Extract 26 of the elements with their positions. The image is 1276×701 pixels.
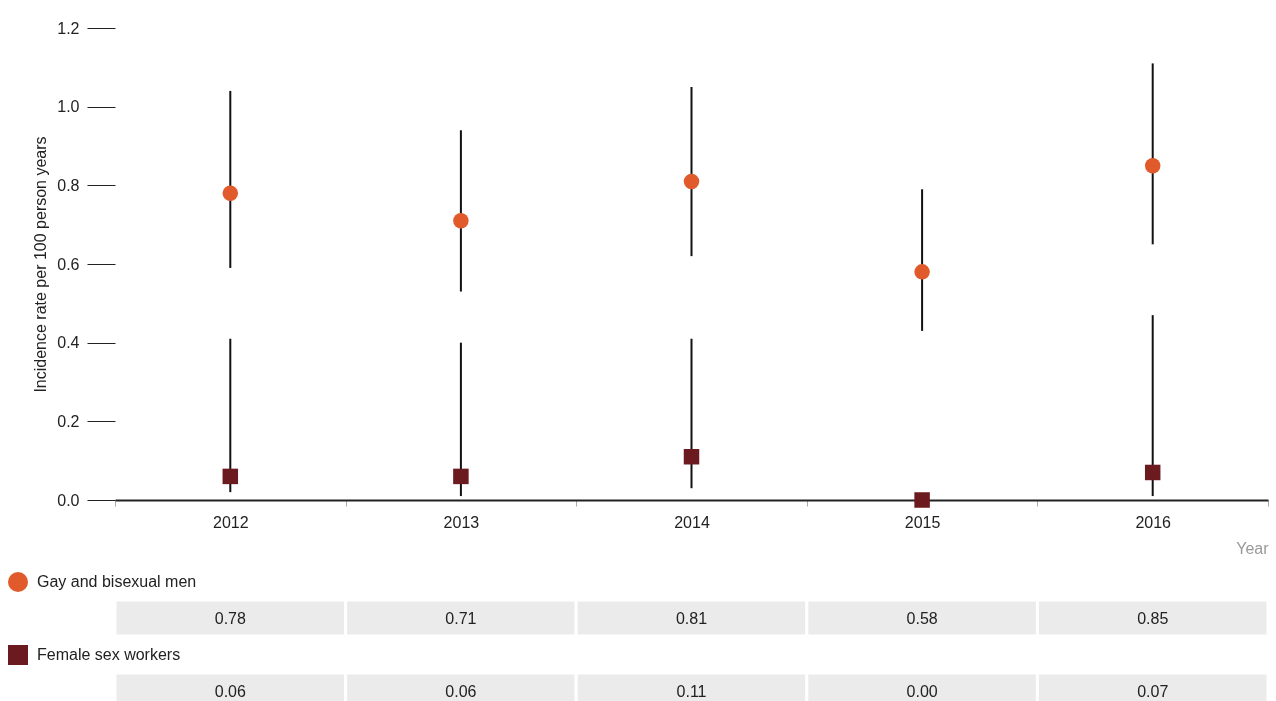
x-tick-label: 2015: [904, 513, 941, 531]
data-label: 0.07: [1137, 683, 1169, 700]
data-label: 0.71: [445, 610, 477, 627]
x-tick-label: 2016: [1135, 513, 1172, 531]
data-label: 0.00: [906, 683, 938, 700]
y-axis-title: Incidence rate per 100 person years: [32, 136, 50, 393]
x-tick-label: 2013: [443, 513, 480, 531]
data-label: 0.58: [906, 610, 938, 627]
y-tick-label: 1.0: [57, 98, 80, 116]
legend-label: Gay and bisexual men: [37, 573, 197, 590]
legend-label: Female sex workers: [37, 646, 181, 663]
data-label: 0.78: [214, 610, 246, 627]
y-tick-label: 0.8: [57, 176, 80, 194]
x-tick-label: 2012: [213, 513, 249, 531]
x-tick-label: 2014: [674, 513, 710, 531]
y-tick-label: 0.4: [57, 334, 80, 352]
data-label: 0.11: [676, 683, 707, 700]
data-label: 0.06: [214, 683, 246, 700]
data-label: 0.81: [675, 610, 708, 627]
x-axis-title: Year: [1236, 539, 1270, 557]
y-tick-label: 0.2: [57, 412, 80, 430]
y-tick-label: 0.6: [57, 255, 80, 273]
y-tick-label: 1.2: [57, 19, 80, 37]
y-tick-label: 0.0: [57, 491, 80, 509]
data-label: 0.06: [445, 683, 477, 700]
data-label: 0.85: [1137, 610, 1169, 627]
